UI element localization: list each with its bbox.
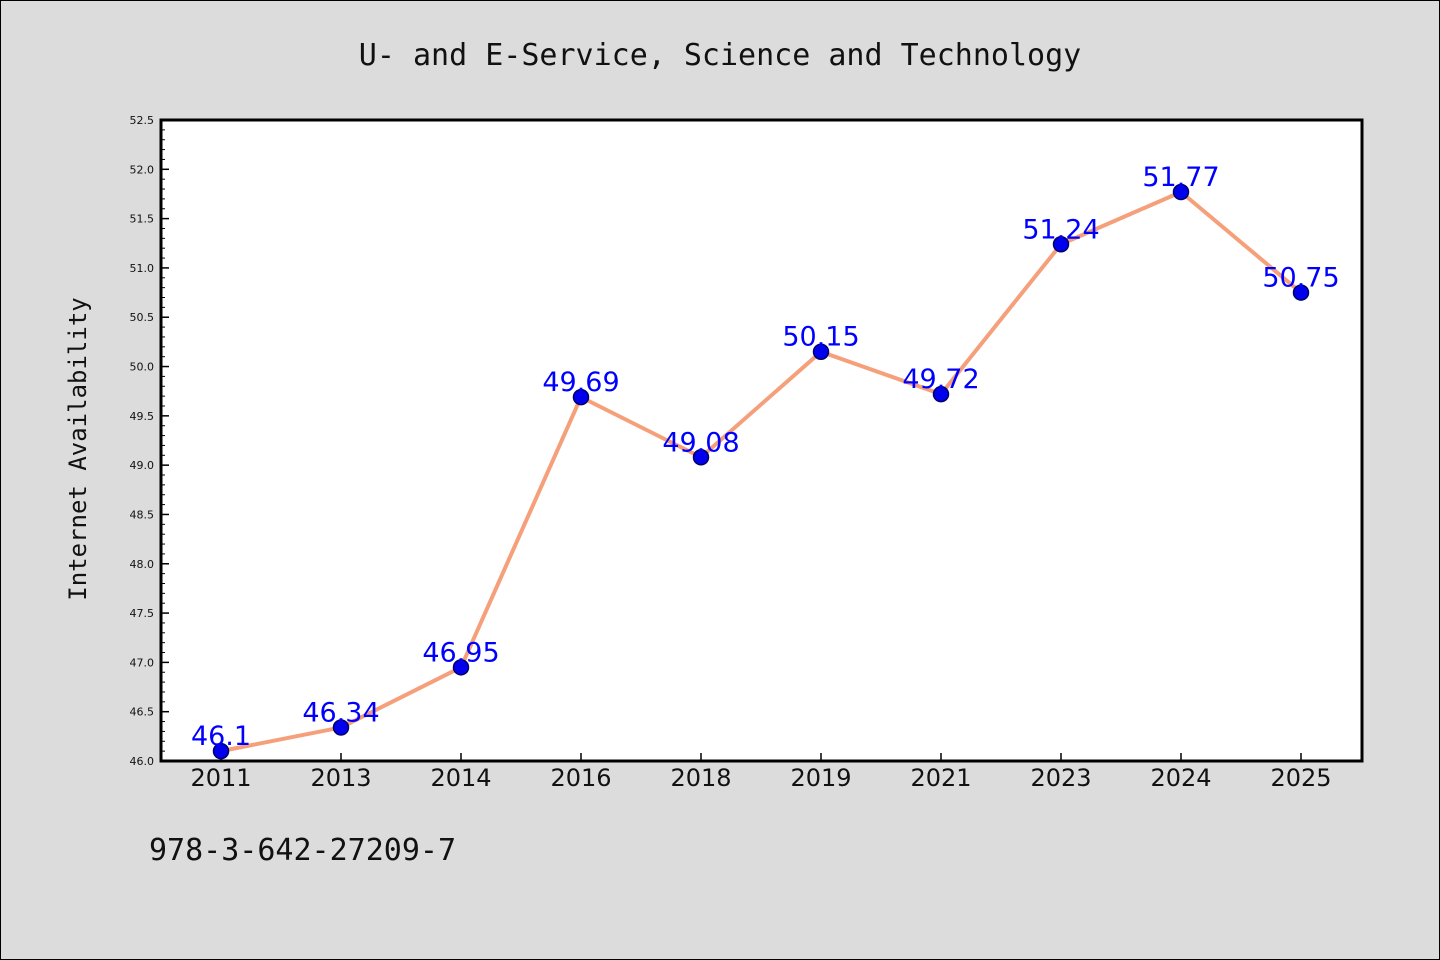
y-tick-label: 46.0 xyxy=(130,755,155,768)
y-tick-label: 49.5 xyxy=(130,410,155,423)
y-axis-label: Internet Availability xyxy=(64,297,92,600)
data-label: 49.72 xyxy=(902,364,979,395)
data-label: 51.24 xyxy=(1022,214,1099,245)
x-tick-label: 2024 xyxy=(1150,764,1211,792)
y-tick-label: 52.5 xyxy=(130,114,155,127)
plot-area xyxy=(159,118,1364,763)
y-tick-label: 47.5 xyxy=(130,607,155,620)
data-label: 46.34 xyxy=(302,697,379,728)
data-point xyxy=(572,388,590,406)
y-axis-ticks: 46.0 46.5 47.0 47.5 48.0 48.5 49.0 49.5 50.0 50.5… xyxy=(130,114,169,768)
data-point xyxy=(692,449,710,466)
y-tick-label: 51.0 xyxy=(130,262,155,275)
data-label: 46.95 xyxy=(422,637,499,668)
footer-code: 978-3-642-27209-7 xyxy=(149,833,457,868)
data-label: 51.77 xyxy=(1142,162,1219,193)
y-tick-label: 46.5 xyxy=(130,706,155,719)
data-labels: 46.1 46.34 46.95 49.69 49.08 50.15 49.72 51.24 5… xyxy=(191,162,1340,752)
x-axis-ticks: 2011 2013 2014 2016 2018 2019 2021 2023 2024 2025 xyxy=(190,753,1332,792)
data-label: 50.75 xyxy=(1262,263,1339,294)
data-label: 50.15 xyxy=(782,322,859,353)
chart-title: U- and E-Service, Science and Technology xyxy=(359,38,1081,73)
series-line xyxy=(220,189,1303,754)
data-point xyxy=(1052,236,1070,253)
x-tick-label: 2019 xyxy=(790,764,851,792)
data-point xyxy=(932,385,950,403)
data-label: 46.1 xyxy=(191,721,251,752)
x-tick-label: 2011 xyxy=(190,764,251,792)
data-markers xyxy=(212,183,1310,760)
y-tick-label: 50.5 xyxy=(130,311,155,324)
x-tick-label: 2023 xyxy=(1030,764,1091,792)
series-line-group xyxy=(220,189,1303,754)
data-label: 49.69 xyxy=(542,367,619,398)
x-tick-label: 2013 xyxy=(310,764,371,792)
data-point xyxy=(332,719,350,736)
data-label: 49.08 xyxy=(662,427,739,458)
y-tick-label: 52.0 xyxy=(130,163,155,176)
data-point xyxy=(1292,284,1310,301)
y-tick-label: 47.0 xyxy=(130,656,155,669)
y-tick-label: 50.0 xyxy=(130,361,155,374)
x-tick-label: 2014 xyxy=(430,764,491,792)
y-tick-label: 48.5 xyxy=(130,508,155,521)
y-tick-label: 48.0 xyxy=(130,558,155,571)
data-point xyxy=(812,343,830,360)
x-tick-label: 2018 xyxy=(670,764,731,792)
x-tick-label: 2025 xyxy=(1270,764,1331,792)
y-tick-label: 51.5 xyxy=(130,213,155,226)
x-tick-label: 2021 xyxy=(910,764,971,792)
data-point xyxy=(1172,183,1190,201)
x-tick-label: 2016 xyxy=(550,764,611,792)
data-point xyxy=(452,659,470,676)
data-point xyxy=(212,742,230,760)
y-tick-label: 49.0 xyxy=(130,459,155,472)
